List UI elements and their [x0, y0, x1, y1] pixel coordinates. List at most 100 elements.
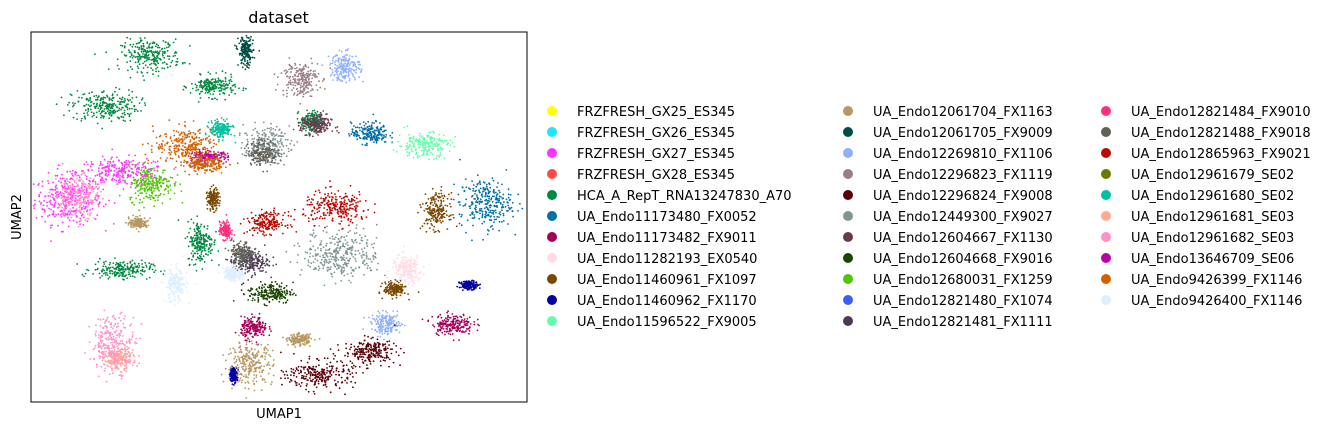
data-point — [385, 130, 387, 132]
data-point — [267, 350, 269, 352]
data-point — [203, 237, 205, 239]
data-point — [117, 176, 119, 178]
data-point — [172, 60, 174, 62]
data-point — [106, 106, 108, 108]
data-point — [114, 271, 116, 273]
data-point — [237, 373, 239, 375]
data-point — [103, 263, 105, 265]
data-point — [130, 174, 132, 176]
data-point — [453, 199, 455, 201]
data-point — [155, 68, 157, 70]
data-point — [97, 123, 99, 125]
data-point — [348, 133, 350, 135]
data-point — [140, 270, 142, 272]
data-point — [406, 266, 408, 268]
data-point — [439, 220, 441, 222]
data-point — [107, 274, 109, 276]
data-point — [430, 220, 432, 222]
data-point — [495, 205, 497, 207]
data-point — [400, 280, 402, 282]
data-point — [246, 334, 248, 336]
data-point — [55, 175, 57, 177]
data-point — [86, 202, 88, 204]
data-point — [299, 345, 301, 347]
data-point — [470, 283, 472, 285]
data-point — [233, 368, 235, 370]
data-point — [147, 169, 149, 171]
data-point — [130, 226, 132, 228]
data-point — [242, 54, 244, 56]
data-point — [128, 269, 130, 271]
data-point — [173, 168, 175, 170]
data-point — [217, 199, 219, 201]
data-point — [87, 164, 89, 166]
data-point — [480, 198, 482, 200]
data-point — [95, 269, 97, 271]
data-point — [99, 108, 101, 110]
data-point — [441, 214, 443, 216]
data-point — [247, 60, 249, 62]
data-point — [245, 68, 247, 70]
data-point — [432, 324, 434, 326]
data-point — [503, 215, 505, 217]
data-point — [214, 78, 216, 80]
data-point — [108, 166, 110, 168]
data-point — [445, 139, 447, 141]
data-point — [95, 183, 97, 185]
data-point — [109, 114, 111, 116]
data-point — [215, 231, 217, 233]
data-point — [224, 87, 226, 89]
data-point — [249, 62, 251, 64]
data-point — [192, 250, 194, 252]
data-point — [136, 96, 138, 98]
data-point — [471, 204, 473, 206]
data-point — [203, 239, 205, 241]
data-point — [433, 146, 435, 148]
data-point — [271, 381, 273, 383]
data-point — [238, 335, 240, 337]
data-point — [463, 320, 465, 322]
data-point — [198, 101, 200, 103]
data-point — [191, 253, 193, 255]
data-point — [209, 85, 211, 87]
data-point — [117, 110, 119, 112]
data-point — [207, 254, 209, 256]
data-point — [481, 217, 483, 219]
data-point — [90, 105, 92, 107]
data-point — [410, 137, 412, 139]
data-point — [441, 217, 443, 219]
data-point — [155, 45, 157, 47]
data-point — [466, 320, 468, 322]
data-point — [60, 177, 62, 179]
data-point — [419, 147, 421, 149]
data-point — [372, 127, 374, 129]
data-point — [61, 216, 63, 218]
data-point — [480, 188, 482, 190]
data-point — [464, 318, 466, 320]
data-point — [76, 118, 78, 120]
data-point — [93, 114, 95, 116]
data-point — [457, 322, 459, 324]
data-point — [213, 241, 215, 243]
data-point — [121, 175, 123, 177]
data-point — [87, 114, 89, 116]
data-point — [131, 221, 133, 223]
data-point — [99, 258, 101, 260]
data-point — [380, 128, 382, 130]
data-point — [438, 193, 440, 195]
data-point — [108, 99, 110, 101]
data-point — [268, 362, 270, 364]
data-point — [83, 217, 85, 219]
data-point — [371, 122, 373, 124]
data-point — [95, 99, 97, 101]
data-point — [86, 178, 88, 180]
data-point — [501, 221, 503, 223]
data-point — [251, 325, 253, 327]
data-point — [55, 192, 57, 194]
data-point — [372, 137, 374, 139]
data-point — [465, 232, 467, 234]
data-point — [53, 210, 55, 212]
data-point — [352, 132, 354, 134]
data-point — [96, 112, 98, 114]
